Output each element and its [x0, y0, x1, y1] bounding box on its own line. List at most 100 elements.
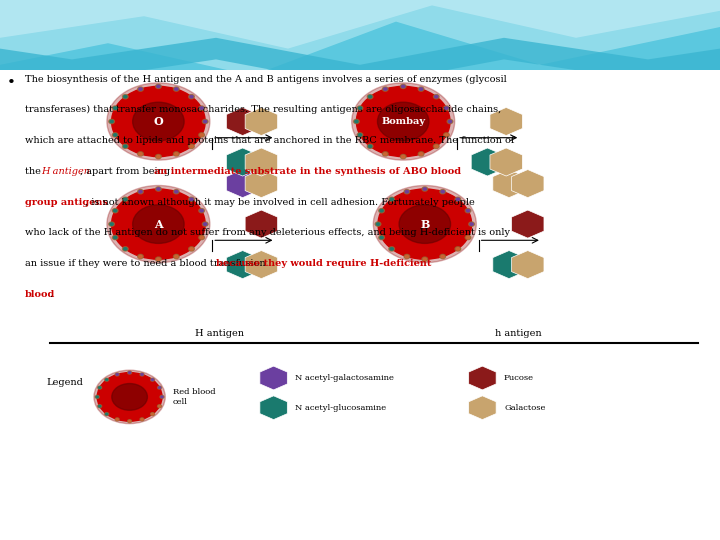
- Circle shape: [379, 208, 384, 213]
- Circle shape: [122, 94, 128, 99]
- Circle shape: [106, 379, 108, 381]
- Circle shape: [122, 247, 128, 251]
- Circle shape: [141, 418, 143, 420]
- Circle shape: [190, 96, 193, 98]
- Circle shape: [175, 255, 178, 258]
- Text: Legend: Legend: [46, 378, 84, 387]
- Polygon shape: [492, 251, 526, 279]
- Circle shape: [423, 258, 426, 260]
- Circle shape: [157, 85, 160, 87]
- Circle shape: [112, 133, 118, 137]
- Circle shape: [140, 418, 144, 421]
- Circle shape: [112, 86, 205, 157]
- Circle shape: [116, 374, 118, 375]
- Polygon shape: [245, 148, 278, 176]
- Circle shape: [139, 191, 142, 193]
- Text: N acetyl-glucosamine: N acetyl-glucosamine: [295, 404, 387, 411]
- Circle shape: [107, 186, 210, 263]
- Text: because they would require H-deficient: because they would require H-deficient: [216, 259, 431, 268]
- Circle shape: [445, 134, 448, 136]
- Circle shape: [189, 144, 194, 148]
- Polygon shape: [511, 210, 544, 238]
- Circle shape: [112, 208, 118, 213]
- Circle shape: [107, 83, 210, 160]
- Circle shape: [447, 119, 453, 124]
- Circle shape: [150, 378, 155, 381]
- Circle shape: [115, 418, 119, 421]
- Text: •: •: [7, 76, 16, 90]
- Circle shape: [98, 386, 102, 389]
- Circle shape: [140, 373, 144, 376]
- Circle shape: [127, 420, 132, 423]
- Circle shape: [189, 197, 194, 201]
- Circle shape: [158, 386, 161, 389]
- Circle shape: [141, 374, 143, 375]
- Circle shape: [156, 187, 161, 191]
- Text: group antigens: group antigens: [25, 198, 108, 207]
- Circle shape: [104, 378, 109, 381]
- Circle shape: [441, 191, 444, 193]
- Circle shape: [449, 120, 451, 123]
- Circle shape: [132, 205, 184, 244]
- Circle shape: [355, 120, 358, 123]
- Circle shape: [114, 210, 117, 212]
- Circle shape: [367, 94, 373, 99]
- Polygon shape: [511, 170, 544, 198]
- Circle shape: [124, 248, 127, 250]
- Circle shape: [189, 94, 194, 99]
- Circle shape: [114, 107, 117, 109]
- Circle shape: [139, 88, 142, 90]
- Circle shape: [384, 153, 387, 155]
- Text: H antigen: H antigen: [195, 328, 244, 338]
- Text: , apart from being: , apart from being: [80, 167, 174, 176]
- Circle shape: [202, 119, 208, 124]
- Circle shape: [465, 235, 471, 240]
- Circle shape: [380, 210, 383, 212]
- Circle shape: [399, 205, 451, 244]
- Circle shape: [112, 106, 118, 110]
- FancyBboxPatch shape: [0, 0, 720, 81]
- Polygon shape: [469, 396, 496, 420]
- Circle shape: [356, 86, 450, 157]
- Circle shape: [97, 373, 162, 421]
- Circle shape: [204, 120, 207, 123]
- Circle shape: [115, 373, 119, 376]
- Circle shape: [116, 418, 118, 420]
- Text: N acetyl-galactosamine: N acetyl-galactosamine: [295, 374, 394, 382]
- Circle shape: [389, 247, 395, 251]
- Circle shape: [369, 145, 372, 147]
- Circle shape: [433, 144, 439, 148]
- Circle shape: [190, 198, 193, 200]
- Polygon shape: [245, 107, 278, 136]
- Circle shape: [199, 208, 204, 213]
- Polygon shape: [492, 170, 526, 198]
- Text: Bombay: Bombay: [381, 117, 426, 126]
- Circle shape: [124, 96, 127, 98]
- Circle shape: [384, 88, 387, 90]
- Circle shape: [422, 257, 428, 261]
- Circle shape: [402, 85, 405, 87]
- Circle shape: [400, 84, 406, 89]
- Circle shape: [390, 248, 393, 250]
- Circle shape: [354, 119, 359, 124]
- Text: , is not known although it may be involved in cell adhesion. Fortunately people: , is not known although it may be involv…: [85, 198, 474, 207]
- Circle shape: [151, 413, 153, 415]
- Text: B: B: [420, 219, 430, 230]
- Circle shape: [359, 107, 361, 109]
- Circle shape: [375, 222, 381, 226]
- Circle shape: [99, 406, 101, 407]
- Circle shape: [390, 198, 393, 200]
- Circle shape: [367, 144, 373, 148]
- Circle shape: [156, 154, 161, 159]
- Circle shape: [199, 133, 204, 137]
- Text: H antigen: H antigen: [41, 167, 90, 176]
- Circle shape: [109, 222, 114, 226]
- Circle shape: [122, 197, 128, 201]
- Circle shape: [95, 395, 99, 399]
- Circle shape: [158, 406, 161, 407]
- Circle shape: [440, 254, 446, 259]
- Circle shape: [174, 190, 179, 194]
- Circle shape: [114, 237, 117, 239]
- Circle shape: [404, 254, 410, 259]
- Circle shape: [435, 145, 438, 147]
